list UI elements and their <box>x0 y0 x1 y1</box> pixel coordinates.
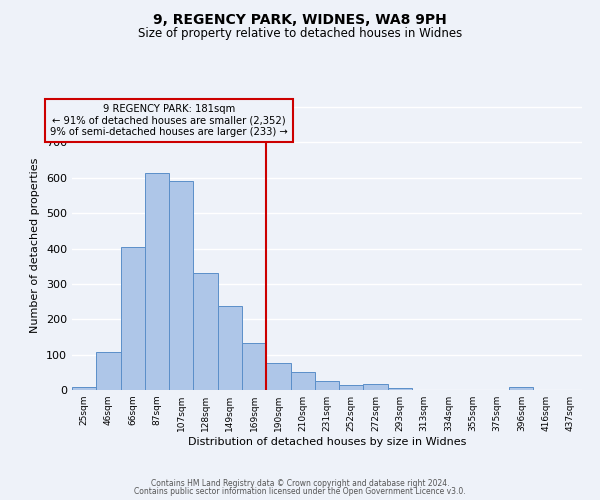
Bar <box>72 387 96 390</box>
Bar <box>388 388 412 390</box>
Y-axis label: Number of detached properties: Number of detached properties <box>31 158 40 332</box>
Bar <box>145 173 169 390</box>
Bar <box>218 306 242 390</box>
X-axis label: Distribution of detached houses by size in Widnes: Distribution of detached houses by size … <box>188 437 466 447</box>
Bar <box>339 386 364 390</box>
Bar <box>193 273 218 390</box>
Bar <box>121 248 145 390</box>
Text: Contains HM Land Registry data © Crown copyright and database right 2024.: Contains HM Land Registry data © Crown c… <box>151 478 449 488</box>
Bar <box>364 384 388 390</box>
Bar <box>315 381 339 390</box>
Bar <box>242 342 266 390</box>
Text: Size of property relative to detached houses in Widnes: Size of property relative to detached ho… <box>138 28 462 40</box>
Text: 9 REGENCY PARK: 181sqm
← 91% of detached houses are smaller (2,352)
9% of semi-d: 9 REGENCY PARK: 181sqm ← 91% of detached… <box>50 104 288 137</box>
Bar <box>169 181 193 390</box>
Bar <box>509 387 533 390</box>
Bar <box>290 372 315 390</box>
Text: Contains public sector information licensed under the Open Government Licence v3: Contains public sector information licen… <box>134 487 466 496</box>
Bar <box>266 363 290 390</box>
Text: 9, REGENCY PARK, WIDNES, WA8 9PH: 9, REGENCY PARK, WIDNES, WA8 9PH <box>153 12 447 26</box>
Bar <box>96 352 121 390</box>
